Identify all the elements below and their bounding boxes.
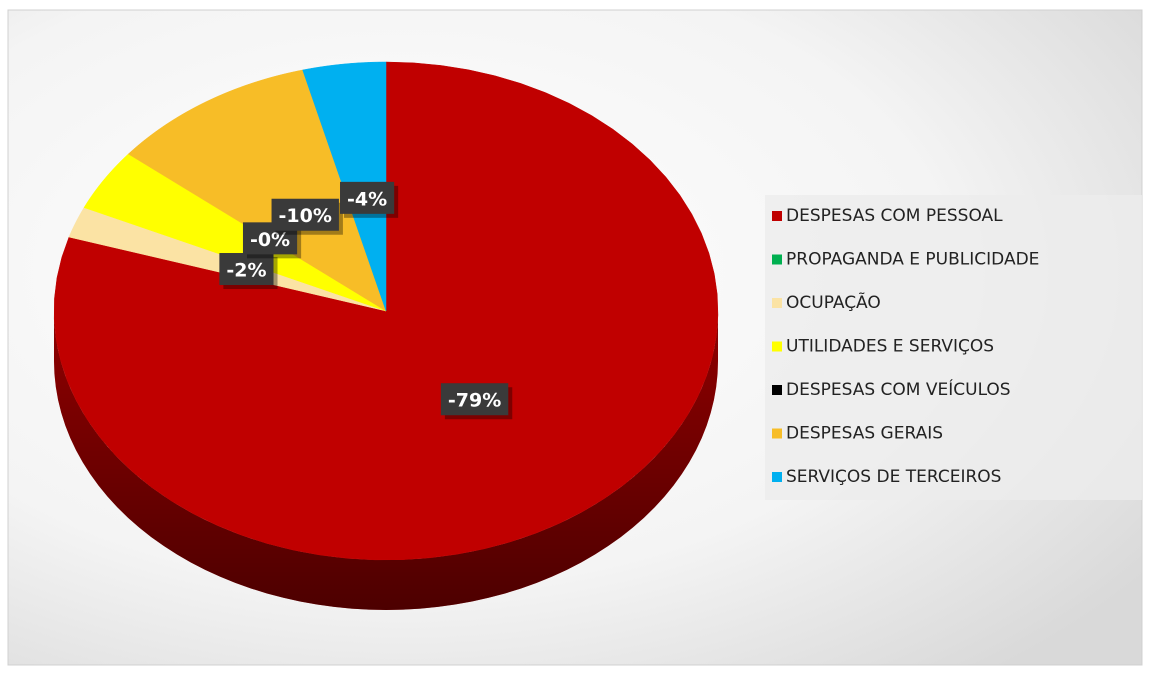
slice <box>127 69 387 312</box>
legend-label: SERVIÇOS DE TERCEIROS <box>786 467 1001 487</box>
data-label-text: -2% <box>226 260 266 282</box>
data-label-box <box>440 383 509 416</box>
legend-label: DESPESAS COM PESSOAL <box>786 206 1003 226</box>
data-label-text: -4% <box>347 188 387 210</box>
data-label: -10% <box>271 198 343 235</box>
legend-label: DESPESAS COM VEÍCULOS <box>786 378 1011 400</box>
legend-label: OCUPAÇÃO <box>786 291 881 313</box>
legend-box <box>765 195 1142 500</box>
data-label: -79% <box>440 383 513 420</box>
data-label-text: -0% <box>250 229 290 251</box>
data-label-box <box>271 198 339 231</box>
data-label-box <box>340 181 395 214</box>
legend-swatch <box>772 341 782 352</box>
legend-label: DESPESAS GERAIS <box>786 424 943 444</box>
legend-swatch <box>772 298 782 308</box>
data-label: -4% <box>340 181 399 218</box>
data-label: -2% <box>219 253 278 290</box>
data-label-text: -10% <box>279 205 332 227</box>
legend-swatch <box>772 472 782 482</box>
slice-side-shade <box>54 311 718 610</box>
legend-swatch <box>772 385 782 395</box>
legend-swatch <box>772 211 782 221</box>
data-label-text: -79% <box>448 390 501 412</box>
legend-swatch <box>772 254 782 265</box>
legend-label: PROPAGANDA E PUBLICIDADE <box>786 250 1039 270</box>
data-label-box <box>219 253 274 286</box>
data-label: -0% <box>242 222 302 259</box>
slice <box>83 153 387 312</box>
legend-label: UTILIDADES E SERVIÇOS <box>786 337 994 357</box>
legend-swatch <box>772 428 782 439</box>
